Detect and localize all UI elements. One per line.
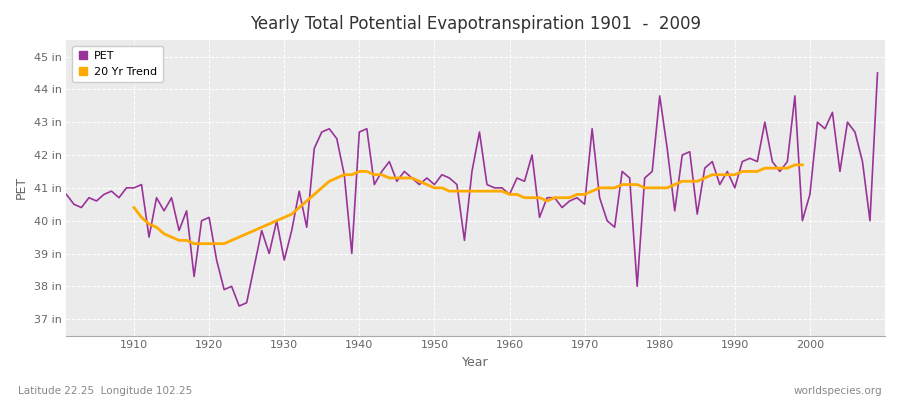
Text: Latitude 22.25  Longitude 102.25: Latitude 22.25 Longitude 102.25 xyxy=(18,386,193,396)
Y-axis label: PET: PET xyxy=(15,176,28,200)
Title: Yearly Total Potential Evapotranspiration 1901  -  2009: Yearly Total Potential Evapotranspiratio… xyxy=(250,15,701,33)
Legend: PET, 20 Yr Trend: PET, 20 Yr Trend xyxy=(72,46,163,82)
Text: worldspecies.org: worldspecies.org xyxy=(794,386,882,396)
X-axis label: Year: Year xyxy=(463,356,489,369)
